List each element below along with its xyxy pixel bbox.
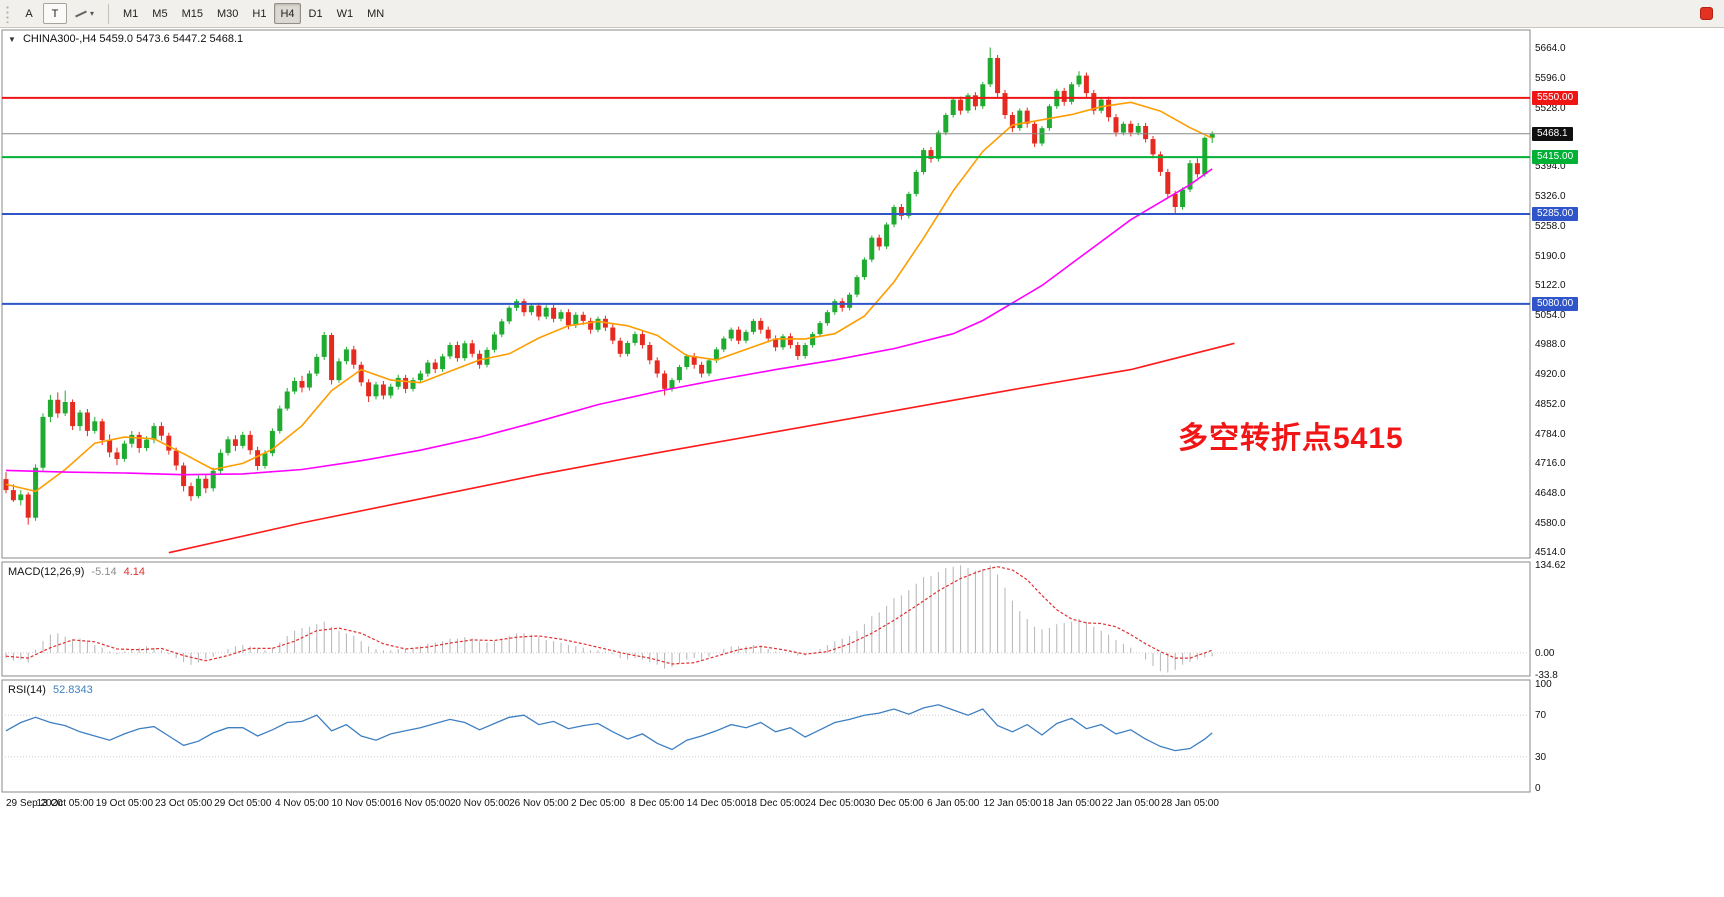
- rsi-axis-label: 70: [1535, 710, 1547, 722]
- time-axis-label: 19 Oct 05:00: [95, 798, 154, 809]
- chart-text-annotation: 多空转折点5415: [1178, 422, 1404, 455]
- time-axis-label: 29 Oct 05:00: [214, 798, 272, 809]
- pane-border: [1, 29, 1531, 559]
- price-axis-label: 4514.0: [1535, 546, 1566, 558]
- timeframe-h1-button[interactable]: H1: [246, 3, 272, 24]
- price-level-badge[interactable]: 5550.00: [1532, 90, 1579, 105]
- time-axis-label: 12 Jan 05:00: [983, 798, 1042, 809]
- macd-signal-line: [5, 566, 1213, 665]
- time-axis-label: 18 Dec 05:00: [745, 798, 806, 809]
- time-axis-label: 14 Dec 05:00: [686, 798, 747, 809]
- timeframe-group: M1 M5 M15 M30 H1 H4 D1 W1 MN: [116, 3, 391, 24]
- price-level-badge[interactable]: 5080.00: [1532, 296, 1579, 311]
- ma-fast-line: [5, 101, 1213, 493]
- chart-ohlc-readout: 5459.0 5473.6 5447.2 5468.1: [99, 33, 244, 45]
- time-axis-label: 10 Nov 05:00: [331, 798, 391, 809]
- price-axis-label: 5326.0: [1535, 191, 1566, 203]
- price-axis-label: 4852.0: [1535, 398, 1566, 410]
- time-axis-label: 2 Dec 05:00: [571, 798, 625, 809]
- time-axis-label: 29 Sep 2020: [6, 798, 63, 809]
- macd-axis-label: 134.62: [1535, 560, 1566, 571]
- text-tool-button[interactable]: T: [43, 3, 67, 24]
- macd-histogram: [5, 565, 1213, 673]
- macd-label: MACD(12,26,9) -5.14 4.14: [8, 566, 149, 578]
- time-axis-label: 30 Dec 05:00: [864, 798, 924, 809]
- chart-dropdown-icon: ▼: [8, 35, 16, 44]
- timeframe-w1-button[interactable]: W1: [331, 3, 360, 24]
- toolbar-separator: [108, 3, 110, 24]
- timeframe-m1-button[interactable]: M1: [117, 3, 144, 24]
- pane-border: [1, 561, 1531, 677]
- price-level-badge[interactable]: 5415.00: [1532, 150, 1579, 165]
- time-axis-label: 24 Dec 05:00: [805, 798, 865, 809]
- pane-border: [1, 679, 1531, 793]
- rsi-label: RSI(14) 52.8343: [8, 684, 97, 696]
- line-studies-button[interactable]: ▾: [69, 3, 100, 24]
- time-axis-label: 28 Jan 05:00: [1161, 798, 1219, 809]
- price-axis-label: 5394.0: [1535, 161, 1566, 173]
- chart-title: ▼ CHINA300-,H4 5459.0 5473.6 5447.2 5468…: [8, 33, 243, 45]
- time-axis-label: 4 Nov 05:00: [275, 798, 329, 809]
- current-price-badge: 5468.1: [1532, 126, 1573, 141]
- time-axis-label: 13 Oct 05:00: [36, 798, 94, 809]
- rsi-axis-label: 0: [1535, 783, 1541, 794]
- timeframe-d1-button[interactable]: D1: [303, 3, 329, 24]
- trendline-icon: [75, 9, 87, 19]
- price-axis-label: 4648.0: [1535, 488, 1566, 500]
- app-logo-icon: [1700, 7, 1713, 20]
- time-axis-label: 22 Jan 05:00: [1101, 798, 1160, 809]
- chevron-down-icon: ▾: [90, 9, 95, 18]
- timeframe-m15-button[interactable]: M15: [176, 3, 209, 24]
- price-axis-label: 5528.0: [1535, 102, 1566, 114]
- macd-name: MACD(12,26,9): [8, 566, 85, 578]
- time-axis-label: 20 Nov 05:00: [449, 798, 510, 809]
- timeframe-h4-button[interactable]: H4: [274, 3, 301, 24]
- ma-medium-line: [5, 168, 1213, 476]
- top-toolbar: A T ▾ M1 M5 M15 M30 H1 H4 D1 W1 MN: [0, 0, 1724, 28]
- price-axis-label: 5054.0: [1535, 310, 1566, 322]
- timeframe-m5-button[interactable]: M5: [146, 3, 173, 24]
- annotation-a-button[interactable]: A: [17, 3, 41, 24]
- timeframe-mn-button[interactable]: MN: [361, 3, 390, 24]
- time-axis-label: 23 Oct 05:00: [154, 798, 213, 809]
- macd-axis-label: -33.8: [1535, 670, 1558, 681]
- macd-main-value: -5.14: [91, 566, 117, 578]
- time-axis-label: 16 Nov 05:00: [390, 798, 451, 809]
- rsi-axis-label: 100: [1535, 679, 1552, 690]
- rsi-axis-label: 30: [1535, 751, 1547, 763]
- ma-slow-line: [168, 342, 1235, 554]
- time-axis-label: 6 Jan 05:00: [927, 798, 980, 809]
- price-axis-label: 5664.0: [1535, 42, 1566, 54]
- timeframe-m30-button[interactable]: M30: [211, 3, 244, 24]
- rsi-value: 52.8343: [52, 684, 93, 696]
- time-axis-label: 18 Jan 05:00: [1042, 798, 1101, 809]
- price-level-badge[interactable]: 5285.00: [1532, 207, 1579, 222]
- price-axis-label: 4580.0: [1535, 517, 1566, 529]
- time-axis-label: 26 Nov 05:00: [509, 798, 569, 809]
- price-axis-label: 4920.0: [1535, 368, 1566, 380]
- price-axis-label: 5258.0: [1535, 220, 1566, 232]
- rsi-line: [5, 704, 1213, 752]
- price-axis-label: 4784.0: [1535, 428, 1566, 440]
- price-axis-label: 5190.0: [1535, 250, 1566, 262]
- time-axis-label: 8 Dec 05:00: [630, 798, 685, 809]
- macd-signal-value: 4.14: [123, 566, 146, 578]
- price-axis-label: 5122.0: [1535, 280, 1566, 292]
- price-axis-label: 5596.0: [1535, 72, 1566, 84]
- chart-symbol-period: CHINA300-,H4: [22, 33, 97, 45]
- candlesticks: [3, 47, 1215, 525]
- price-axis-label: 4716.0: [1535, 458, 1566, 470]
- rsi-name: RSI(14): [8, 684, 46, 696]
- price-axis-label: 4988.0: [1535, 339, 1566, 351]
- toolbar-grip-icon: [5, 4, 10, 23]
- macd-axis-label: 0.00: [1535, 647, 1555, 659]
